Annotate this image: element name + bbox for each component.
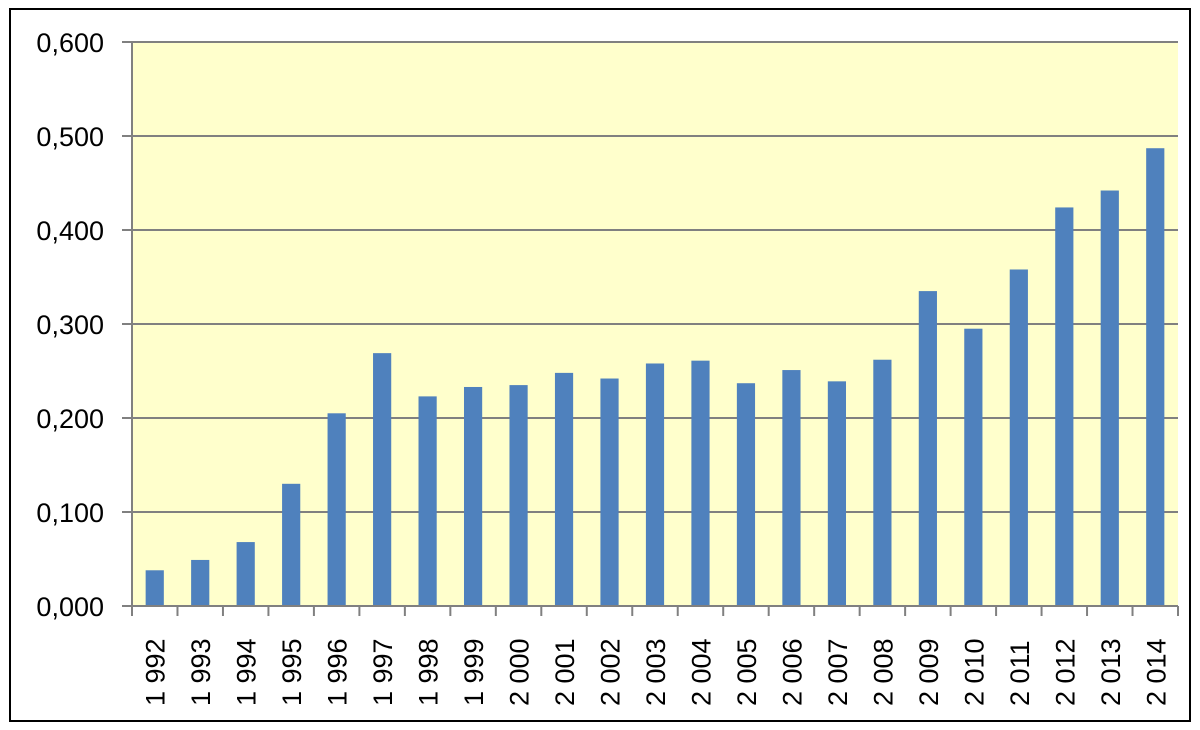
y-tick-label: 0,400 — [36, 216, 104, 246]
x-tick-label: 2 003 — [641, 638, 671, 706]
bar — [327, 413, 346, 606]
x-tick-label: 2 011 — [1005, 640, 1035, 706]
bar — [1146, 148, 1165, 606]
x-tick-label: 2 000 — [505, 638, 535, 706]
x-tick-label: 1 998 — [414, 638, 444, 706]
bar — [782, 370, 801, 606]
bar — [918, 291, 937, 606]
bar — [645, 363, 665, 606]
bar — [236, 542, 255, 606]
y-tick-label: 0,000 — [36, 592, 104, 622]
x-tick-label: 2 006 — [777, 638, 807, 706]
x-tick-label: 1 999 — [459, 638, 489, 706]
bar — [827, 381, 847, 606]
x-tick-label: 2 008 — [868, 638, 898, 706]
bar — [600, 378, 619, 606]
y-tick-label: 0,300 — [36, 310, 104, 340]
bar — [1100, 190, 1119, 606]
x-tick-label: 1 992 — [141, 638, 171, 706]
x-tick-label: 1 996 — [323, 638, 353, 706]
x-axis: 1 992 1 993 1 994 1 995 1 996 1 997 1 998 1 999… — [131, 605, 1179, 706]
bar — [554, 372, 574, 606]
y-tick-label: 0,100 — [36, 498, 104, 528]
y-tick-label: 0,600 — [36, 28, 104, 58]
bar — [145, 570, 164, 606]
bar — [509, 385, 528, 606]
bar — [1055, 207, 1074, 606]
x-tick-label: 1 997 — [368, 638, 398, 706]
bar — [1009, 269, 1028, 606]
bars — [145, 148, 1165, 606]
x-tick-label: 2 009 — [914, 638, 944, 706]
x-tick-label: 2 001 — [550, 638, 580, 706]
x-tick-label: 1 994 — [232, 638, 262, 706]
x-tick-label: 2 004 — [686, 638, 716, 706]
bar — [418, 396, 437, 606]
y-tick-label: 0,500 — [36, 122, 104, 152]
x-tick-label: 2 005 — [732, 638, 762, 706]
x-tick-label: 2 010 — [959, 638, 989, 706]
bar — [736, 383, 756, 606]
x-tick-label: 2 013 — [1096, 638, 1126, 706]
y-tick-label: 0,200 — [36, 404, 104, 434]
bar — [282, 483, 301, 606]
bar — [964, 328, 983, 606]
x-tick-label: 1 993 — [186, 638, 216, 706]
bar — [691, 360, 710, 606]
x-tick-label: 2 002 — [596, 638, 626, 706]
x-tick-label: 1 995 — [277, 638, 307, 706]
bar — [373, 353, 392, 606]
x-tick-label: 2 014 — [1141, 638, 1171, 706]
y-axis: 0,000 0,100 0,200 0,300 0,400 0,500 0,600 — [36, 28, 133, 622]
x-tick-label: 2 012 — [1050, 638, 1080, 706]
bar — [463, 386, 483, 606]
bar — [873, 359, 892, 606]
x-tick-label: 2 007 — [823, 638, 853, 706]
bar — [191, 559, 210, 606]
